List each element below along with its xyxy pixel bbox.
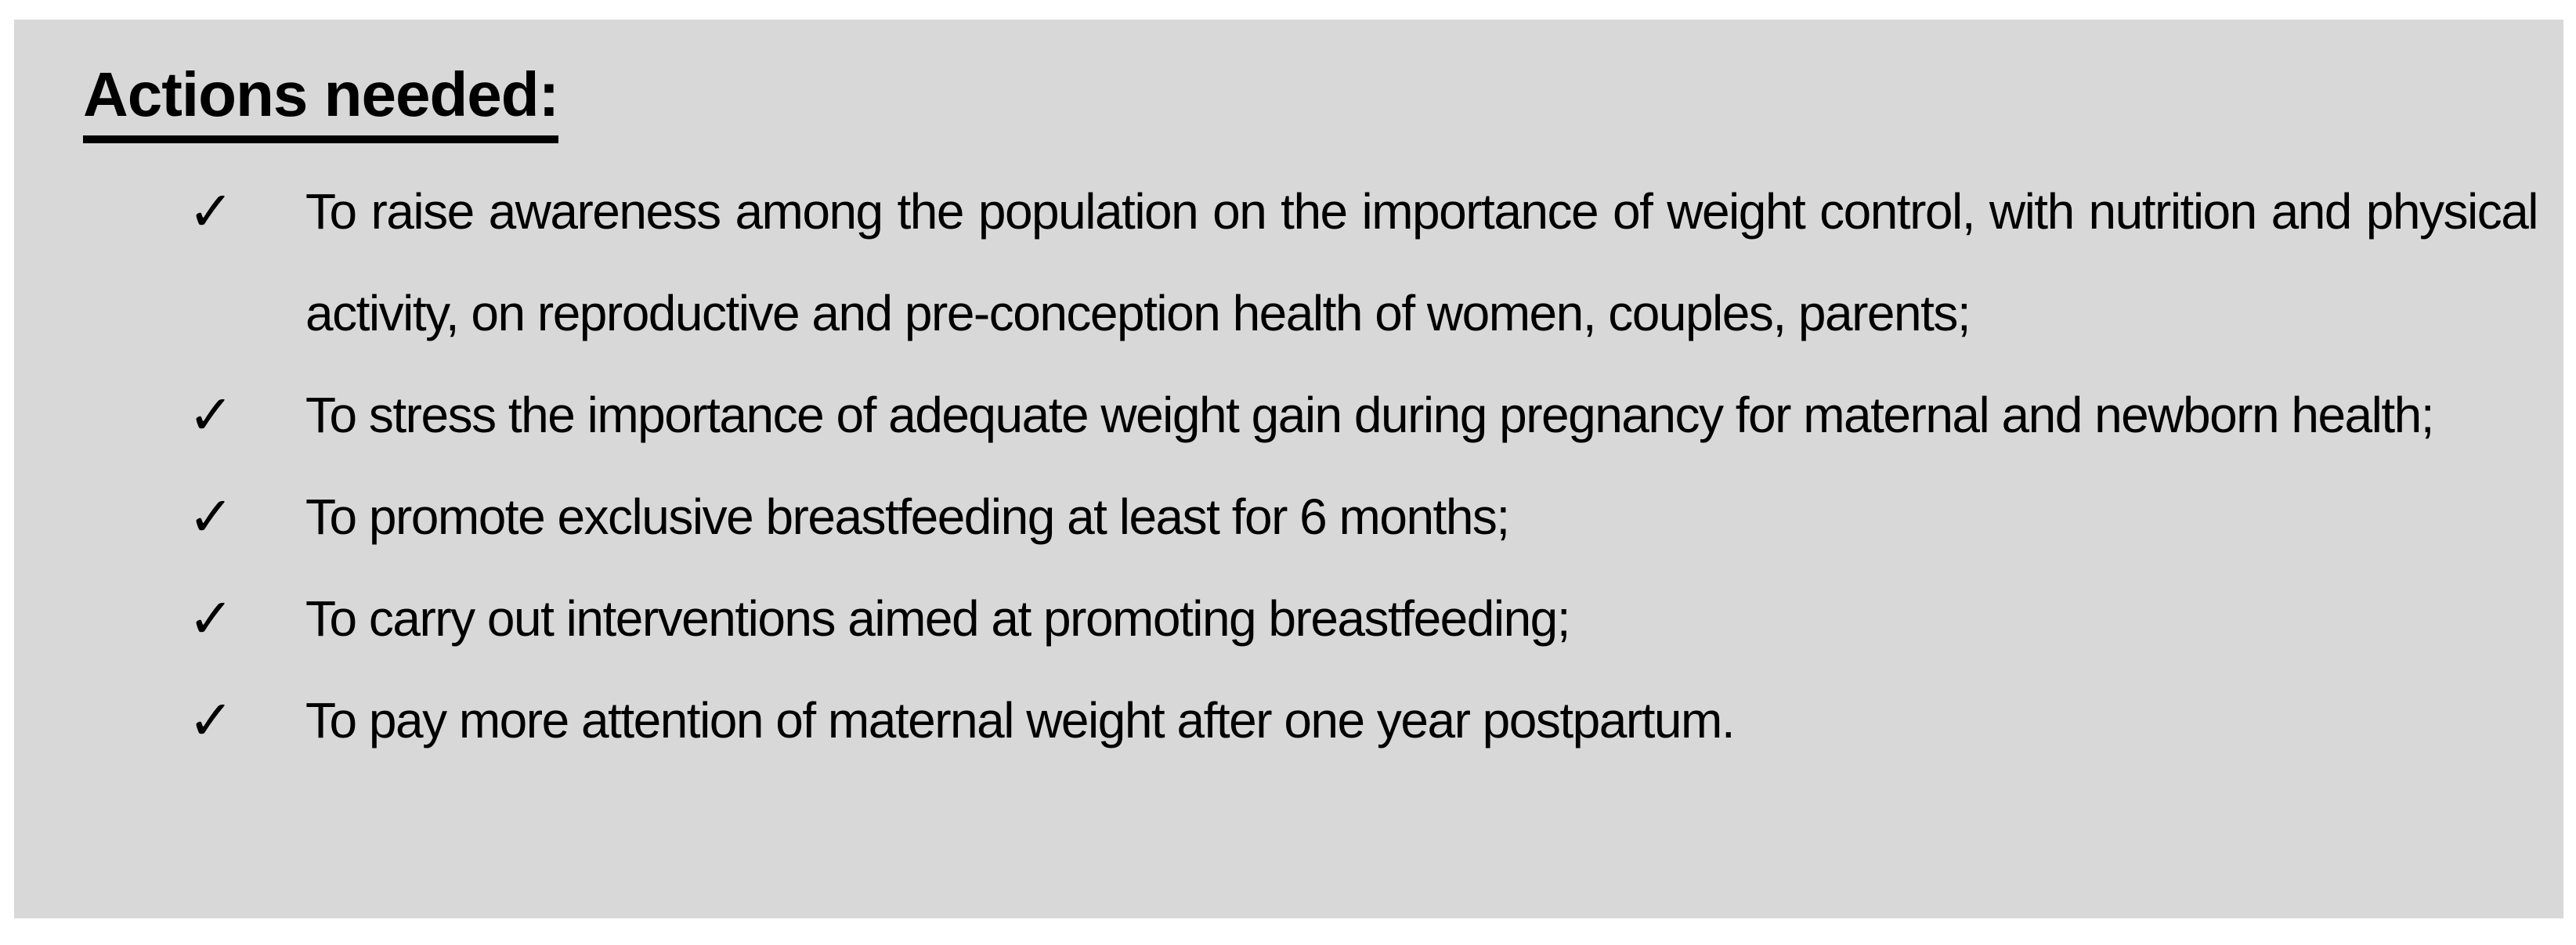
- panel-heading: Actions needed:: [83, 59, 2538, 143]
- list-item: ✓ To promote exclusive breastfeeding at …: [63, 466, 2538, 568]
- list-item-text: To pay more attention of maternal weight…: [305, 692, 1736, 748]
- list-item-text: To promote exclusive breastfeeding at le…: [305, 489, 1510, 545]
- panel-heading-text: Actions needed:: [83, 59, 559, 143]
- list-item: ✓ To carry out interventions aimed at pr…: [63, 568, 2538, 669]
- checkmark-icon: ✓: [188, 181, 234, 242]
- checkmark-icon: ✓: [188, 588, 234, 649]
- list-item-text: To stress the importance of adequate wei…: [305, 387, 2435, 443]
- list-item: ✓ To raise awareness among the populatio…: [63, 161, 2539, 364]
- actions-list: ✓ To raise awareness among the populatio…: [63, 161, 2539, 771]
- list-item: ✓ To pay more attention of maternal weig…: [63, 669, 2538, 771]
- checkmark-icon: ✓: [188, 384, 234, 445]
- checkmark-icon: ✓: [188, 486, 234, 547]
- checkmark-icon: ✓: [188, 690, 234, 751]
- list-item-text: To raise awareness among the population …: [305, 183, 2539, 341]
- list-item: ✓ To stress the importance of adequate w…: [63, 364, 2538, 466]
- list-item-text: To carry out interventions aimed at prom…: [305, 590, 1571, 647]
- actions-needed-panel: Actions needed: ✓ To raise awareness amo…: [14, 20, 2563, 918]
